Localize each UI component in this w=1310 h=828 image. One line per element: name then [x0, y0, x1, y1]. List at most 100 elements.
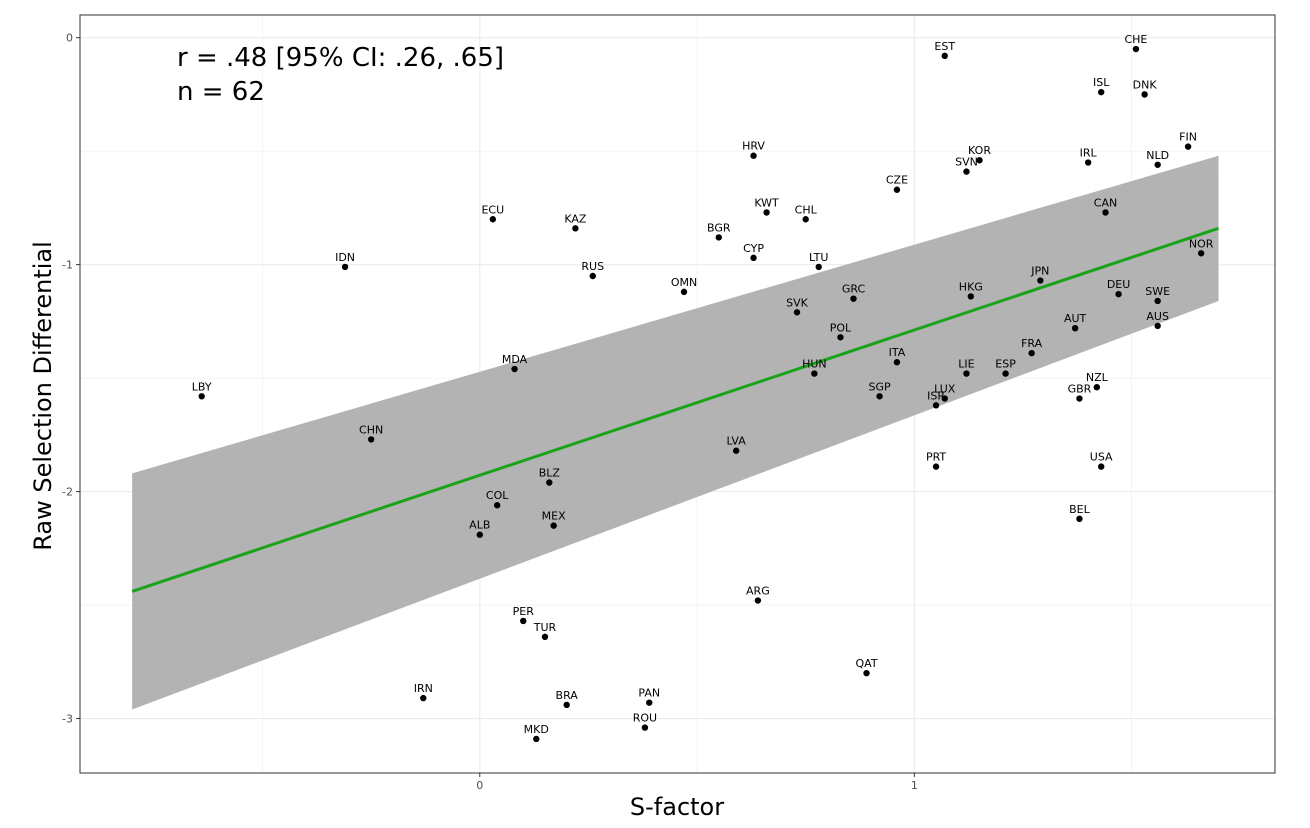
data-point-hun	[811, 370, 818, 377]
point-label-per: PER	[513, 605, 535, 618]
data-point-arg	[754, 597, 762, 604]
data-point-mkd	[533, 735, 540, 743]
data-point-blz	[546, 479, 553, 486]
sample-size-annotation: n = 62	[177, 77, 265, 107]
data-point-tur	[541, 633, 549, 641]
data-point-cyp	[750, 254, 757, 262]
point-label-deu: DEU	[1107, 278, 1130, 291]
x-tick-label: 1	[911, 779, 918, 792]
point-label-bgr: BGR	[707, 221, 731, 234]
point-label-cze: CZE	[886, 174, 908, 187]
point-label-lux: LUX	[934, 383, 956, 396]
data-point-mda	[511, 365, 518, 373]
point-label-lby: LBY	[192, 380, 212, 393]
point-label-fin: FIN	[1179, 131, 1197, 144]
data-point-chn	[367, 436, 375, 443]
point-label-svn: SVN	[955, 156, 978, 169]
point-label-lva: LVA	[727, 435, 747, 448]
data-point-alb	[476, 531, 483, 538]
point-label-rus: RUS	[581, 260, 604, 273]
confidence-band-layer	[132, 155, 1219, 710]
data-point-aut	[1071, 324, 1079, 332]
point-label-can: CAN	[1094, 196, 1117, 209]
data-point-lie	[963, 370, 970, 377]
point-label-qat: QAT	[855, 657, 877, 670]
y-tick-label: -3	[62, 713, 73, 726]
point-label-fra: FRA	[1021, 337, 1043, 350]
point-label-est: EST	[934, 40, 955, 53]
point-label-isl: ISL	[1093, 76, 1110, 89]
point-label-alb: ALB	[469, 519, 490, 532]
point-label-chl: CHL	[795, 203, 818, 216]
point-label-omn: OMN	[671, 276, 697, 289]
data-point-svk	[793, 309, 801, 316]
point-label-aus: AUS	[1146, 310, 1169, 323]
data-point-bel	[1076, 515, 1083, 523]
data-point-rou	[641, 724, 649, 731]
point-label-tur: TUR	[533, 621, 557, 634]
data-point-bra	[563, 701, 570, 709]
point-label-che: CHE	[1124, 33, 1147, 46]
data-point-ltu	[815, 263, 822, 271]
data-point-prt	[932, 463, 940, 470]
data-point-nld	[1154, 161, 1161, 168]
data-point-kaz	[572, 225, 579, 232]
data-point-isr	[932, 402, 940, 409]
data-point-esp	[1002, 370, 1009, 377]
point-label-chn: CHN	[359, 423, 383, 436]
data-point-aus	[1154, 322, 1161, 330]
point-label-blz: BLZ	[539, 467, 561, 480]
point-label-kaz: KAZ	[564, 212, 587, 225]
data-point-deu	[1115, 290, 1122, 298]
data-points-layer	[198, 45, 1205, 743]
data-point-qat	[863, 669, 870, 677]
data-point-fra	[1028, 349, 1035, 357]
data-point-svn	[963, 168, 970, 175]
y-tick-label: -1	[62, 259, 73, 272]
panel-border	[79, 14, 1276, 774]
point-label-grc: GRC	[842, 283, 866, 296]
point-label-pan: PAN	[638, 687, 660, 700]
y-axis-title: Raw Selection Differential	[29, 241, 57, 551]
point-label-pol: POL	[830, 321, 852, 334]
point-label-idn: IDN	[335, 251, 355, 264]
data-point-lux	[941, 395, 948, 402]
data-point-grc	[850, 295, 857, 302]
correlation-annotation: r = .48 [95% CI: .26, .65]	[177, 43, 504, 73]
point-label-isr: ISR	[927, 389, 945, 402]
data-point-kwt	[763, 209, 770, 216]
data-point-est	[941, 52, 948, 60]
data-point-pol	[837, 334, 844, 341]
data-point-mex	[550, 522, 557, 529]
data-point-rus	[589, 272, 596, 280]
regression-line	[131, 226, 1219, 593]
fit-line-layer	[131, 226, 1219, 593]
data-point-nor	[1197, 250, 1205, 257]
data-point-cze	[893, 186, 901, 193]
data-point-per	[520, 617, 527, 625]
point-label-kor: KOR	[968, 144, 991, 157]
data-point-ecu	[489, 216, 497, 223]
data-point-kor	[976, 157, 983, 164]
point-label-dnk: DNK	[1133, 78, 1158, 91]
data-point-isl	[1097, 88, 1105, 96]
point-label-mkd: MKD	[524, 723, 549, 736]
point-label-aut: AUT	[1064, 312, 1087, 325]
point-label-kwt: KWT	[754, 196, 779, 209]
point-label-swe: SWE	[1145, 285, 1170, 298]
data-point-idn	[341, 263, 349, 271]
x-tick-label: 0	[476, 779, 483, 792]
data-point-jpn	[1037, 277, 1044, 284]
point-label-rou: ROU	[633, 712, 657, 725]
data-point-irl	[1084, 159, 1092, 166]
point-label-hkg: HKG	[959, 280, 983, 293]
point-label-irl: IRL	[1080, 147, 1098, 160]
point-label-ita: ITA	[889, 346, 906, 359]
data-point-sgp	[876, 393, 883, 400]
point-label-irn: IRN	[414, 682, 433, 695]
data-point-bgr	[715, 234, 722, 241]
point-label-usa: USA	[1090, 451, 1113, 464]
data-point-can	[1102, 209, 1109, 216]
